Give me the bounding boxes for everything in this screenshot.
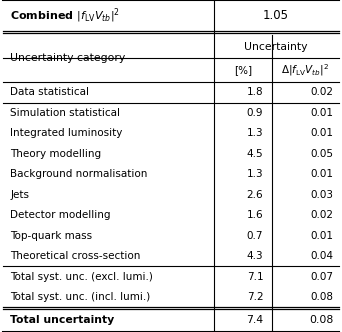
- Text: Simulation statistical: Simulation statistical: [10, 108, 120, 118]
- Text: Detector modelling: Detector modelling: [10, 210, 111, 220]
- Text: 0.08: 0.08: [309, 315, 333, 325]
- Text: Jets: Jets: [10, 190, 29, 200]
- Text: 0.01: 0.01: [311, 108, 333, 118]
- Text: 0.01: 0.01: [311, 231, 333, 241]
- Text: Theoretical cross-section: Theoretical cross-section: [10, 251, 141, 261]
- Text: 7.2: 7.2: [247, 292, 263, 302]
- Text: Data statistical: Data statistical: [10, 87, 89, 97]
- Text: 0.9: 0.9: [247, 108, 263, 118]
- Text: 4.5: 4.5: [247, 149, 263, 159]
- Text: [%]: [%]: [234, 65, 252, 75]
- Text: 1.05: 1.05: [263, 9, 289, 22]
- Text: Top-quark mass: Top-quark mass: [10, 231, 92, 241]
- Text: 0.03: 0.03: [311, 190, 333, 200]
- Text: 1.8: 1.8: [247, 87, 263, 97]
- Text: Integrated luminosity: Integrated luminosity: [10, 128, 123, 138]
- Text: Total uncertainty: Total uncertainty: [10, 315, 115, 325]
- Text: 4.3: 4.3: [247, 251, 263, 261]
- Text: 0.05: 0.05: [311, 149, 333, 159]
- Text: $\Delta|f_{\mathrm{LV}}V_{tb}|^2$: $\Delta|f_{\mathrm{LV}}V_{tb}|^2$: [281, 62, 329, 78]
- Text: 1.3: 1.3: [247, 169, 263, 179]
- Text: 0.02: 0.02: [311, 87, 333, 97]
- Text: 1.6: 1.6: [247, 210, 263, 220]
- Text: 1.3: 1.3: [247, 128, 263, 138]
- Text: 0.02: 0.02: [311, 210, 333, 220]
- Text: 0.07: 0.07: [311, 272, 333, 282]
- Text: 0.01: 0.01: [311, 169, 333, 179]
- Text: Uncertainty: Uncertainty: [245, 42, 308, 51]
- Text: Theory modelling: Theory modelling: [10, 149, 101, 159]
- Text: 7.1: 7.1: [247, 272, 263, 282]
- Text: 0.04: 0.04: [311, 251, 333, 261]
- Text: Uncertainty category: Uncertainty category: [10, 53, 126, 63]
- Text: 7.4: 7.4: [246, 315, 263, 325]
- Text: 0.01: 0.01: [311, 128, 333, 138]
- Text: Total syst. unc. (excl. lumi.): Total syst. unc. (excl. lumi.): [10, 272, 153, 282]
- Text: 0.08: 0.08: [311, 292, 333, 302]
- Text: Combined $|f_{\mathrm{LV}}V_{tb}|^2$: Combined $|f_{\mathrm{LV}}V_{tb}|^2$: [10, 6, 120, 25]
- Text: Background normalisation: Background normalisation: [10, 169, 148, 179]
- Text: 2.6: 2.6: [247, 190, 263, 200]
- Text: Total syst. unc. (incl. lumi.): Total syst. unc. (incl. lumi.): [10, 292, 150, 302]
- Text: 0.7: 0.7: [247, 231, 263, 241]
